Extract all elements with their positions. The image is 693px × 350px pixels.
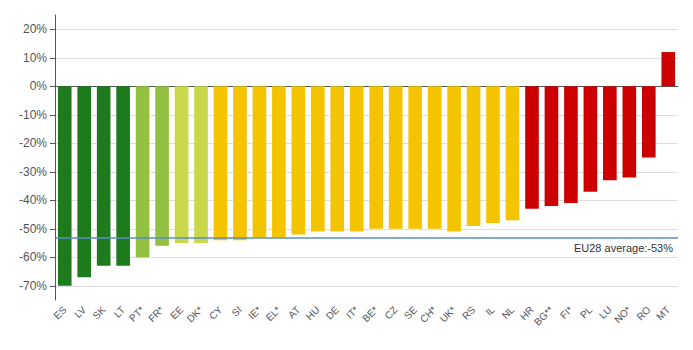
svg-text:10%: 10% [23, 51, 47, 65]
svg-text:-50%: -50% [19, 222, 47, 236]
svg-text:-10%: -10% [19, 108, 47, 122]
svg-text:NL: NL [500, 304, 517, 321]
svg-text:CH*: CH* [418, 304, 439, 325]
svg-text:-70%: -70% [19, 279, 47, 293]
svg-text:CY: CY [207, 304, 225, 322]
svg-text:LV: LV [72, 304, 88, 320]
svg-text:RO: RO [634, 304, 653, 323]
svg-text:ES: ES [51, 304, 68, 321]
svg-text:DK*: DK* [185, 304, 205, 324]
svg-text:HU: HU [304, 304, 322, 322]
svg-text:SE: SE [402, 304, 419, 321]
svg-text:SK: SK [90, 304, 107, 321]
svg-text:RS: RS [460, 304, 478, 322]
svg-text:UK*: UK* [438, 304, 458, 324]
svg-text:HR: HR [517, 304, 536, 323]
svg-text:BE*: BE* [360, 304, 380, 324]
svg-text:SI: SI [229, 304, 243, 318]
svg-text:-60%: -60% [19, 250, 47, 264]
svg-text:PT*: PT* [127, 304, 147, 324]
svg-text:CZ: CZ [382, 304, 399, 321]
svg-text:20%: 20% [23, 22, 47, 36]
svg-text:IT*: IT* [344, 304, 361, 321]
svg-text:LT: LT [112, 304, 128, 320]
svg-text:DE: DE [324, 304, 342, 322]
svg-text:NO*: NO* [612, 304, 633, 325]
svg-text:MT: MT [654, 304, 672, 322]
svg-text:PL: PL [578, 304, 595, 321]
svg-text:EE: EE [168, 304, 185, 321]
svg-text:EU28 average:-53%: EU28 average:-53% [574, 242, 673, 254]
svg-text:-30%: -30% [19, 165, 47, 179]
svg-text:-40%: -40% [19, 193, 47, 207]
svg-text:-20%: -20% [19, 136, 47, 150]
svg-text:EL*: EL* [264, 304, 283, 323]
svg-text:FR*: FR* [146, 304, 166, 324]
svg-text:IE*: IE* [246, 304, 263, 321]
svg-text:LU: LU [597, 304, 614, 321]
svg-text:0%: 0% [30, 79, 48, 93]
svg-text:IL: IL [483, 304, 497, 318]
svg-text:AT: AT [286, 304, 302, 320]
svg-text:FI*: FI* [558, 304, 575, 321]
svg-text:BG**: BG** [532, 304, 556, 328]
